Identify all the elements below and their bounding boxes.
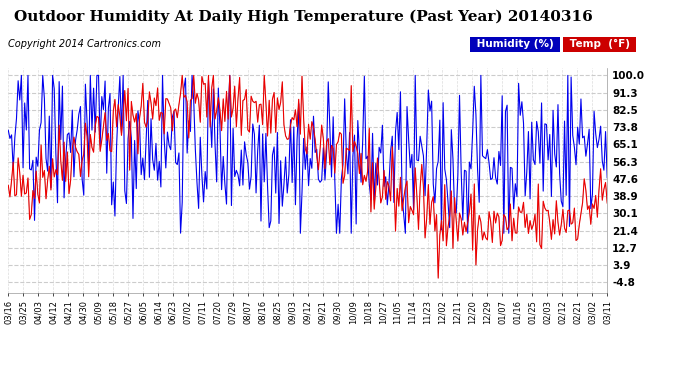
Text: Humidity (%): Humidity (%) [473,39,557,50]
Text: Copyright 2014 Cartronics.com: Copyright 2014 Cartronics.com [8,39,161,50]
Text: Outdoor Humidity At Daily High Temperature (Past Year) 20140316: Outdoor Humidity At Daily High Temperatu… [14,9,593,24]
Text: Temp  (°F): Temp (°F) [566,39,633,50]
